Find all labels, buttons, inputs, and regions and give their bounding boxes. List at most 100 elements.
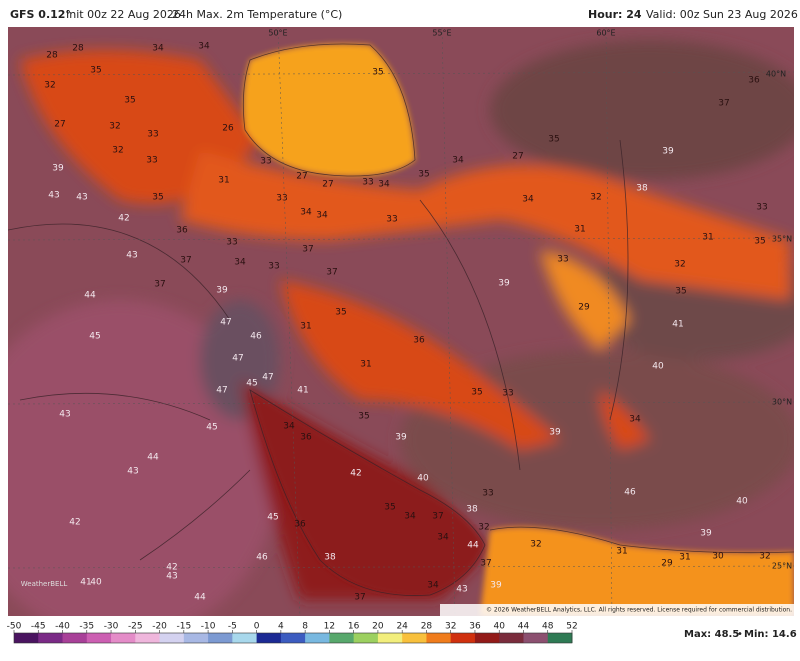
temp-label: 27	[322, 180, 333, 190]
colorbar-segment	[232, 633, 258, 643]
temp-label: 32	[112, 146, 123, 156]
temp-label: 46	[256, 553, 268, 563]
temp-label: 39	[662, 147, 674, 157]
colorbar-tick-label: 16	[348, 622, 360, 632]
temp-label: 34	[437, 533, 449, 543]
colorbar-segment	[14, 633, 39, 643]
temp-label: 33	[147, 130, 158, 140]
colorbar-segment	[135, 633, 161, 643]
temp-label: 33	[146, 156, 157, 166]
grid-label: 55°E	[432, 29, 451, 38]
temp-label: 42	[166, 563, 177, 573]
colorbar-tick-label: 12	[324, 622, 335, 632]
colorbar-segment	[38, 633, 64, 643]
temp-label: 33	[502, 389, 513, 399]
colorbar-segment	[183, 633, 209, 643]
temp-label: 31	[702, 233, 713, 243]
colorbar-segment	[111, 633, 136, 643]
colorbar-segment	[208, 633, 233, 643]
colorbar-segment	[159, 633, 185, 643]
temp-label: 36	[748, 76, 760, 86]
temp-label: 45	[267, 513, 278, 523]
temp-label: 37	[326, 268, 337, 278]
temp-label: 35	[124, 96, 135, 106]
temp-label: 31	[360, 360, 371, 370]
grid-label: 30°N	[772, 398, 792, 407]
temp-label: 34	[427, 581, 439, 591]
temp-label: 34	[198, 42, 210, 52]
colorbar-segment	[523, 633, 549, 643]
temp-label: 32	[109, 122, 120, 132]
temp-label: 39	[498, 279, 510, 289]
colorbar-segment	[377, 633, 403, 643]
temp-label: 44	[84, 291, 96, 301]
colorbar-tick-label: 0	[254, 622, 260, 632]
temp-label: 43	[59, 410, 70, 420]
colorbar-segment	[547, 633, 573, 643]
temp-label: 40	[652, 362, 664, 372]
temp-label: 34	[522, 195, 534, 205]
temp-label: 36	[294, 520, 306, 530]
temp-label: 47	[232, 354, 243, 364]
temp-label: 40	[736, 497, 748, 507]
temp-label: 44	[147, 453, 159, 463]
colorbar-tick-label: -40	[55, 622, 70, 632]
colorbar-tick-label: -30	[104, 622, 119, 632]
colorbar-segment	[353, 633, 379, 643]
colorbar-frame	[13, 632, 573, 644]
temp-label: 37	[302, 245, 313, 255]
colorbar-segment	[62, 633, 88, 643]
temp-label: 33	[276, 194, 287, 204]
colorbar-segment	[474, 633, 500, 643]
colorbar-tick-label: -10	[201, 622, 216, 632]
temp-label: 46	[250, 332, 262, 342]
temp-label: 33	[557, 255, 568, 265]
temp-label: 36	[300, 433, 312, 443]
temp-label: 43	[126, 251, 137, 261]
temp-label: 37	[480, 559, 491, 569]
temp-label: 32	[478, 523, 489, 533]
temp-label: 34	[378, 180, 390, 190]
temp-label: 40	[417, 474, 429, 484]
temp-label: 44	[467, 541, 479, 551]
temp-label: 47	[262, 373, 273, 383]
temp-label: 31	[218, 176, 229, 186]
temp-label: 47	[216, 386, 227, 396]
temp-label: 26	[222, 124, 234, 134]
temp-label: 39	[490, 581, 502, 591]
temp-label: 35	[152, 193, 163, 203]
temp-label: 27	[296, 172, 307, 182]
temp-label: 27	[512, 152, 523, 162]
temp-label: 45	[206, 423, 217, 433]
colorbar-tick-label: 40	[493, 622, 505, 632]
temp-label: 36	[176, 226, 188, 236]
temp-label: 34	[452, 156, 464, 166]
temp-label: 35	[418, 170, 429, 180]
temp-label: 35	[90, 66, 101, 76]
temp-label: 34	[152, 44, 164, 54]
colorbar-segment	[426, 633, 452, 643]
colorbar-tick-label: -5	[228, 622, 237, 632]
temp-label: 33	[362, 178, 373, 188]
temp-label: 38	[636, 184, 648, 194]
temp-label: 35	[384, 503, 395, 513]
colorbar-segment	[499, 633, 524, 643]
temp-label: 38	[466, 505, 478, 515]
temp-label: 32	[590, 193, 601, 203]
temp-label: 47	[220, 318, 231, 328]
temp-label: 29	[661, 559, 673, 569]
separator: •	[737, 629, 743, 640]
temp-label: 39	[549, 428, 561, 438]
temp-label: 41	[297, 386, 308, 396]
temp-label: 33	[386, 215, 397, 225]
temp-label: 35	[358, 412, 369, 422]
colorbar-tick-label: 4	[278, 622, 284, 632]
temp-label: 43	[48, 191, 59, 201]
temp-label: 33	[756, 203, 767, 213]
temp-label: 35	[471, 388, 482, 398]
temp-label: 37	[718, 99, 729, 109]
colorbar-tick-label: 52	[566, 622, 577, 632]
temp-label: 33	[226, 238, 237, 248]
temp-label: 45	[89, 332, 100, 342]
